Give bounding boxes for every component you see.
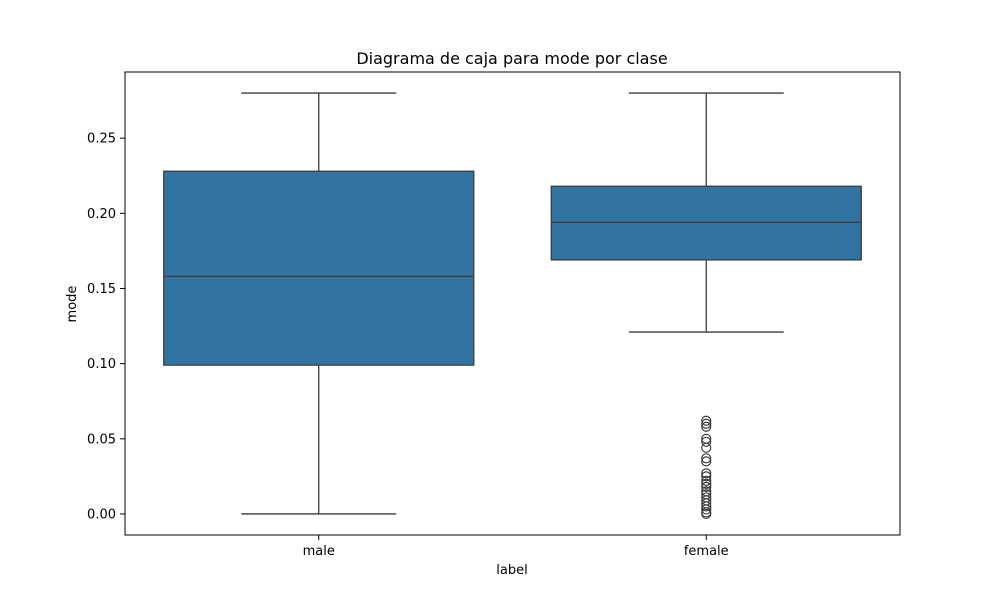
y-tick-label: 0.20 — [87, 207, 116, 222]
y-axis-label: mode — [65, 286, 80, 323]
box-group-male — [163, 92, 475, 515]
outlier-point — [701, 486, 712, 497]
outlier-point — [701, 468, 712, 479]
plot-frame — [124, 71, 901, 536]
outlier-point — [701, 436, 712, 447]
outlier-point — [701, 456, 712, 467]
outlier-point — [701, 471, 712, 482]
y-tick-label: 0.25 — [87, 132, 116, 147]
x-tick-label: female — [684, 544, 729, 559]
y-axis: 0.00 0.05 0.10 0.15 0.20 0.25 — [87, 132, 125, 522]
outlier-point — [701, 489, 712, 500]
box-female — [550, 185, 862, 261]
box-group-female — [550, 92, 862, 520]
y-tick-label: 0.15 — [87, 282, 116, 297]
outlier-point — [701, 421, 712, 432]
y-tick-label: 0.00 — [87, 507, 116, 522]
chart-title: Diagrama de caja para mode por clase — [356, 49, 667, 68]
outlier-point — [701, 492, 712, 503]
plot-area — [163, 92, 862, 520]
x-axis-label: label — [496, 563, 527, 578]
outlier-point — [701, 478, 712, 489]
x-axis: male female — [303, 535, 729, 559]
outlier-point — [701, 415, 712, 426]
y-tick-label: 0.10 — [87, 357, 116, 372]
x-tick-label: male — [303, 544, 335, 559]
outlier-point — [701, 481, 712, 492]
outlier-point — [701, 475, 712, 486]
outlier-point — [701, 433, 712, 444]
y-tick-label: 0.05 — [87, 432, 116, 447]
outlier-point — [701, 418, 712, 429]
box-male — [163, 170, 475, 366]
outlier-point — [701, 453, 712, 464]
